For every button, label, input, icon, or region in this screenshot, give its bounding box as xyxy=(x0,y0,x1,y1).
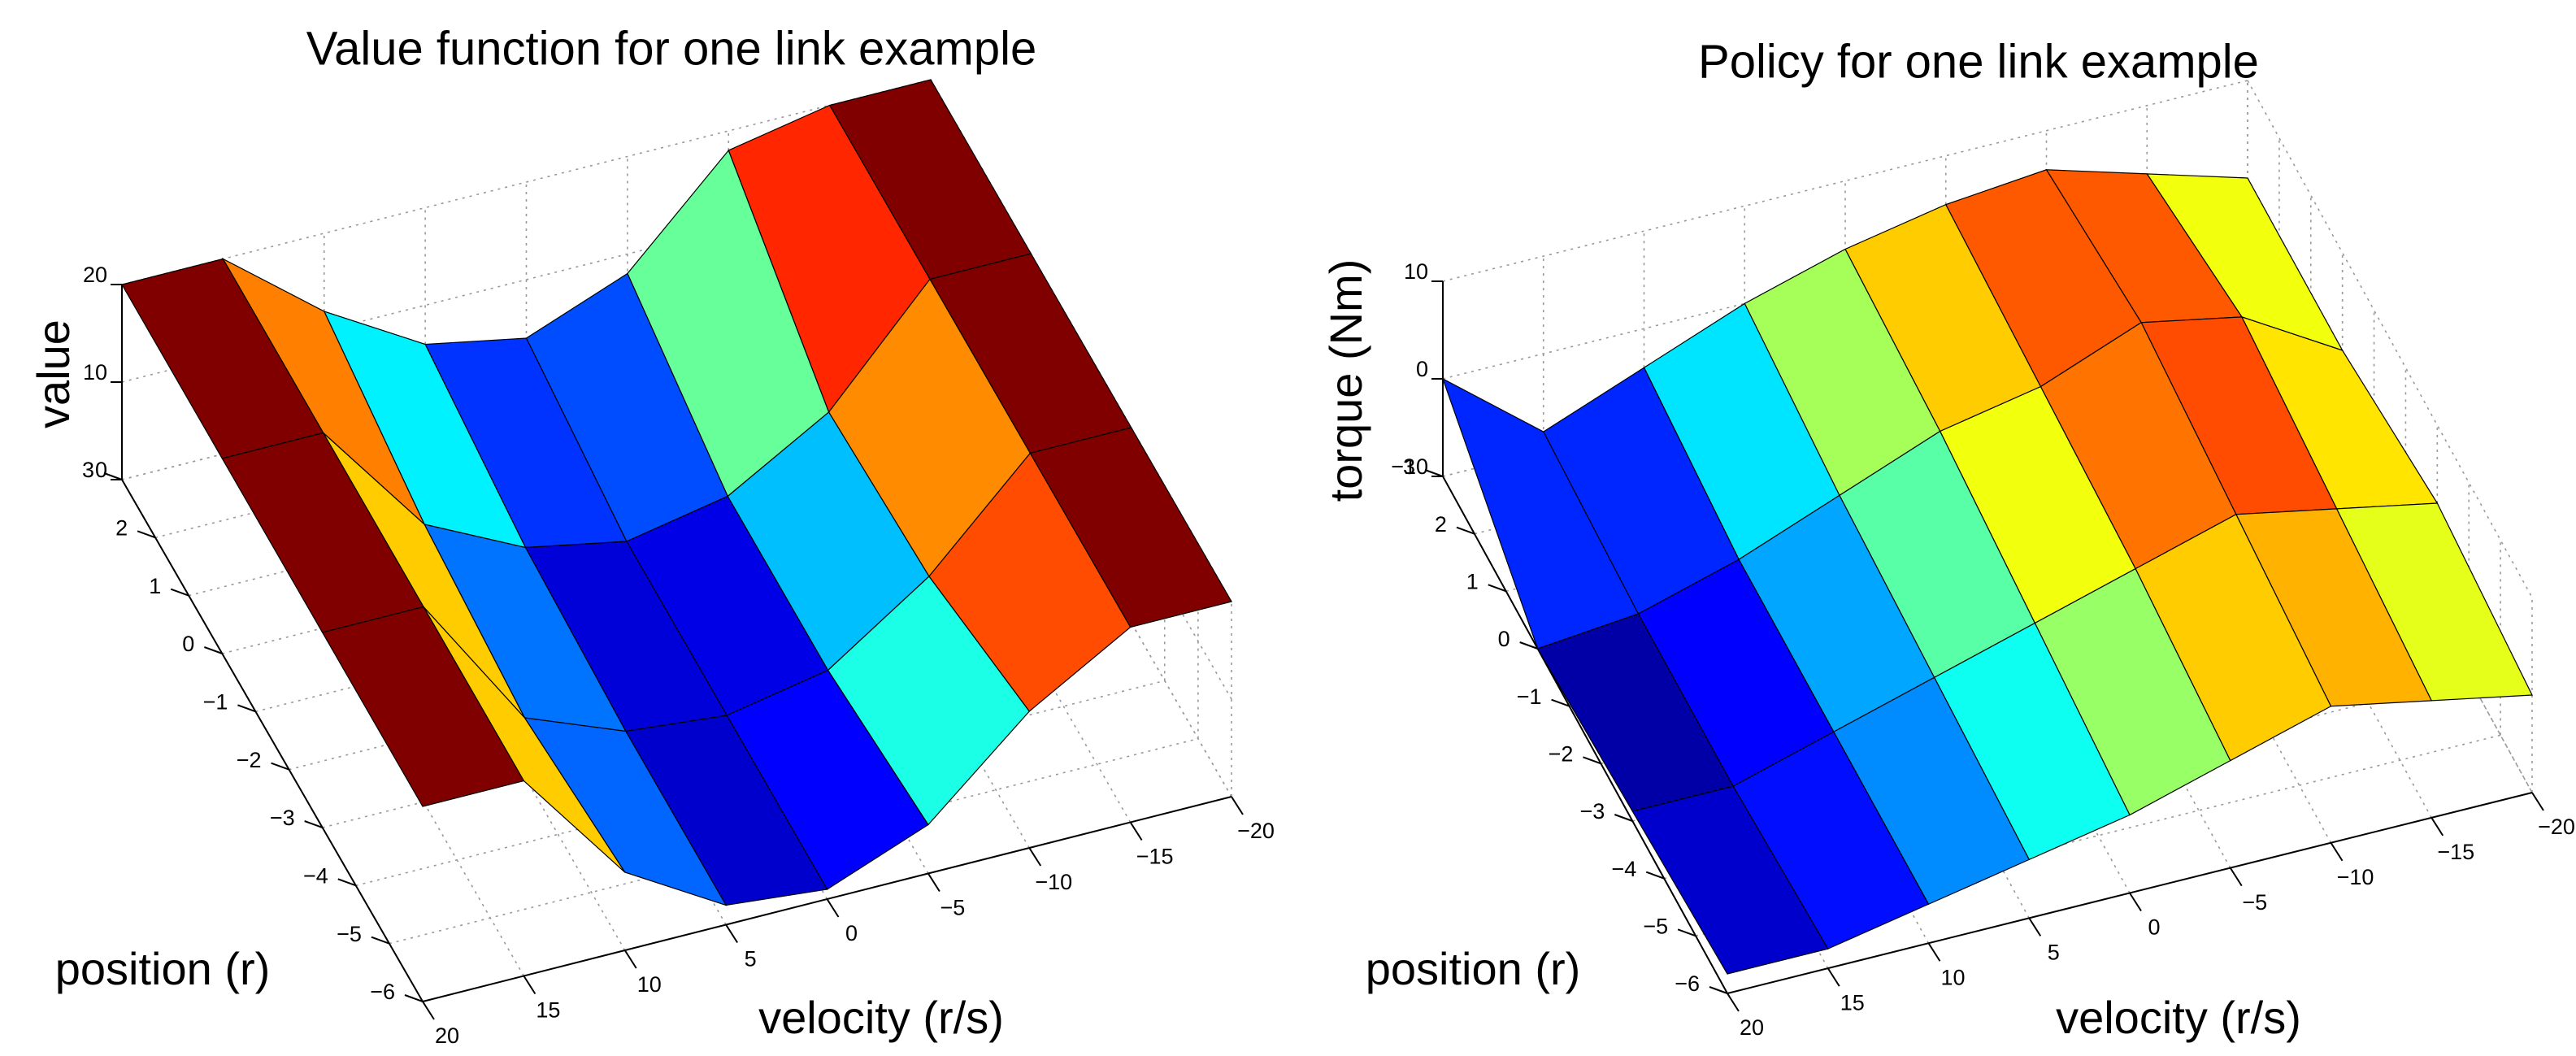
z-tick-label: −10 xyxy=(1391,454,1428,479)
x-tick-label: −20 xyxy=(1237,819,1275,843)
x-tick xyxy=(523,975,536,995)
x-tick-label: 20 xyxy=(435,1023,459,1048)
x-tick-label: −5 xyxy=(2242,890,2267,915)
x-tick xyxy=(1827,967,1840,987)
y-tick-label: 2 xyxy=(115,515,128,540)
panel: −20−15−10−505101520−6−5−4−3−2−10123−1001… xyxy=(1320,35,2575,1042)
x-tick-label: −15 xyxy=(2437,840,2474,864)
z-tick-label: 10 xyxy=(1404,259,1428,284)
y-tick-label: 2 xyxy=(1435,512,1447,537)
x-tick-label: 5 xyxy=(2048,941,2060,965)
x-tick xyxy=(623,950,637,969)
x-tick xyxy=(826,898,840,918)
y-tick-label: 0 xyxy=(1498,627,1510,651)
y-tick-label: −4 xyxy=(1611,857,1636,881)
x-tick xyxy=(1028,847,1042,867)
x-tick xyxy=(2330,842,2344,862)
x-tick-label: 0 xyxy=(2148,915,2160,940)
y-tick xyxy=(1424,469,1444,477)
y-tick xyxy=(337,878,357,887)
x-tick xyxy=(1231,796,1244,815)
x-tick xyxy=(1727,993,1740,1012)
y-tick xyxy=(203,646,223,654)
z-tick-label: 10 xyxy=(83,360,107,385)
x-tick xyxy=(1129,821,1143,841)
y-tick xyxy=(103,472,123,480)
y-tick-label: −6 xyxy=(370,980,395,1004)
y-tick xyxy=(170,588,189,597)
x-tick-label: 15 xyxy=(536,998,560,1023)
x-tick-label: −20 xyxy=(2538,815,2575,839)
y-tick xyxy=(1456,526,1475,535)
surface-patch xyxy=(1631,785,1829,975)
x-tick xyxy=(2229,867,2243,887)
x-tick-label: −5 xyxy=(940,896,965,920)
y-axis xyxy=(1442,476,1728,994)
x-tick xyxy=(927,872,940,893)
y-tick-label: −3 xyxy=(1580,799,1605,824)
x-tick-label: 5 xyxy=(745,947,757,971)
y-tick xyxy=(404,994,424,1002)
y-tick xyxy=(137,530,156,539)
y-tick xyxy=(271,762,289,771)
y-tick xyxy=(1519,641,1539,650)
y-axis xyxy=(121,479,424,1002)
y-tick xyxy=(1709,986,1728,994)
y-tick-label: −6 xyxy=(1675,971,1700,996)
z-tick-label: 20 xyxy=(83,263,107,287)
x-tick xyxy=(2028,917,2042,936)
x-tick-label: −10 xyxy=(1035,870,1072,894)
y-axis-label: position (r) xyxy=(55,943,271,994)
x-tick xyxy=(2129,892,2142,912)
y-tick xyxy=(1488,584,1507,593)
y-tick-label: −1 xyxy=(1517,684,1542,709)
grid-line xyxy=(121,79,932,285)
y-tick-label: 3 xyxy=(82,458,94,482)
x-tick xyxy=(1927,942,1941,962)
x-tick-label: 10 xyxy=(637,972,662,997)
y-tick xyxy=(1614,814,1633,822)
y-tick-label: −3 xyxy=(270,806,295,830)
x-axis-label: velocity (r/s) xyxy=(2056,992,2301,1043)
y-tick-label: 0 xyxy=(182,632,194,656)
x-tick xyxy=(2531,792,2544,811)
y-tick-label: 1 xyxy=(149,574,161,598)
z-tick-label: 0 xyxy=(95,458,107,482)
x-tick-label: −15 xyxy=(1136,845,1174,869)
y-tick xyxy=(1551,698,1570,707)
x-tick-label: 20 xyxy=(1740,1015,1764,1040)
y-tick-label: −2 xyxy=(1549,741,1574,766)
y-tick-label: 1 xyxy=(1466,569,1479,593)
z-axis-label: value xyxy=(28,319,79,428)
y-tick-label: 3 xyxy=(1403,454,1415,479)
y-tick xyxy=(371,936,390,945)
x-tick-label: 0 xyxy=(845,921,858,945)
y-tick xyxy=(1645,871,1665,880)
y-tick-label: −5 xyxy=(1643,914,1668,938)
chart-title: Value function for one link example xyxy=(306,22,1036,75)
z-tick-label: 0 xyxy=(1416,357,1428,381)
x-tick xyxy=(422,1001,435,1020)
x-tick xyxy=(2430,817,2444,837)
z-axis-label: torque (Nm) xyxy=(1320,259,1371,502)
grid-line xyxy=(2247,80,2533,598)
x-tick-label: 10 xyxy=(1940,965,1965,989)
x-tick-label: 15 xyxy=(1840,990,1865,1015)
y-tick-label: −5 xyxy=(337,922,362,946)
y-tick xyxy=(304,820,324,828)
y-tick xyxy=(1677,928,1696,937)
y-tick-label: −1 xyxy=(203,689,228,714)
x-tick-label: −10 xyxy=(2337,865,2374,889)
x-axis-label: velocity (r/s) xyxy=(758,992,1004,1043)
x-tick xyxy=(725,923,738,944)
y-tick xyxy=(237,704,256,713)
chart-title: Policy for one link example xyxy=(1698,35,2259,88)
y-axis-label: position (r) xyxy=(1366,943,1581,994)
y-tick-label: −4 xyxy=(303,863,328,888)
y-tick-label: −2 xyxy=(237,748,262,772)
y-tick xyxy=(1583,756,1601,765)
surface-patch xyxy=(321,606,525,807)
